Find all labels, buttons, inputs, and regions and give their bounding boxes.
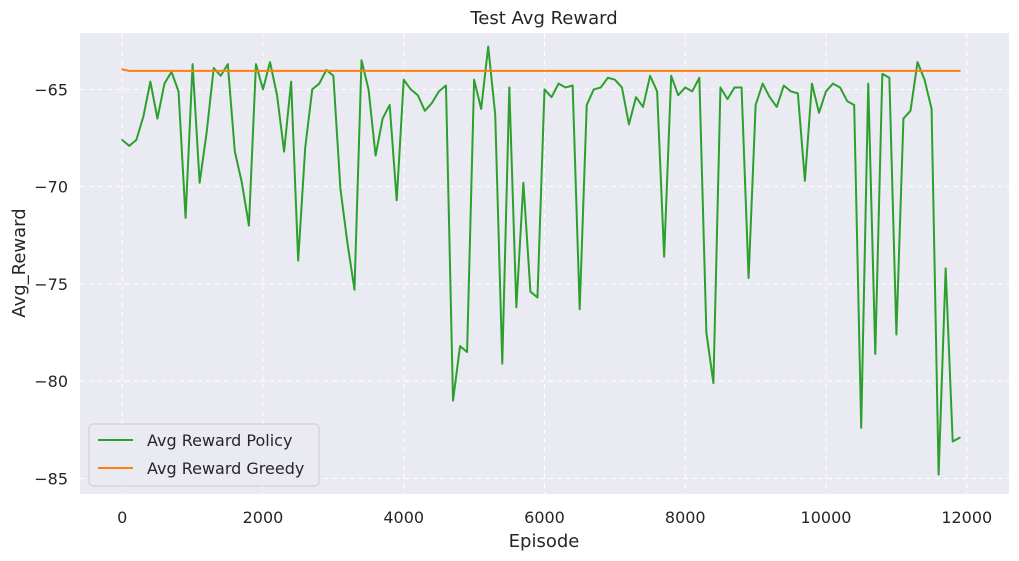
series-line-greedy — [121, 68, 961, 72]
x-tick-label: 8000 — [665, 508, 706, 527]
series-line-policy — [121, 45, 961, 476]
y-axis-label: Avg_Reward — [9, 208, 30, 317]
legend-box — [88, 423, 320, 487]
legend-label-policy: Avg Reward Policy — [147, 431, 292, 450]
y-tick-label: −65 — [34, 80, 68, 99]
chart-title: Test Avg Reward — [469, 8, 617, 29]
y-tick-label: −75 — [34, 275, 68, 294]
x-ticks: 0 2000 4000 6000 8000 10000 12000 — [117, 508, 992, 527]
series-layer — [121, 45, 961, 476]
x-tick-label: 6000 — [524, 508, 565, 527]
x-tick-label: 4000 — [383, 508, 424, 527]
x-tick-label: 0 — [117, 508, 127, 527]
legend: Avg Reward Policy Avg Reward Greedy — [88, 423, 320, 487]
legend-label-greedy: Avg Reward Greedy — [147, 459, 304, 478]
x-tick-label: 10000 — [801, 508, 852, 527]
x-tick-label: 12000 — [941, 508, 992, 527]
y-tick-label: −85 — [34, 469, 68, 488]
y-tick-label: −70 — [34, 178, 68, 197]
x-tick-label: 2000 — [243, 508, 284, 527]
y-ticks: −85 −80 −75 −70 −65 — [34, 80, 68, 488]
y-tick-label: −80 — [34, 372, 68, 391]
x-axis-label: Episode — [509, 531, 580, 552]
